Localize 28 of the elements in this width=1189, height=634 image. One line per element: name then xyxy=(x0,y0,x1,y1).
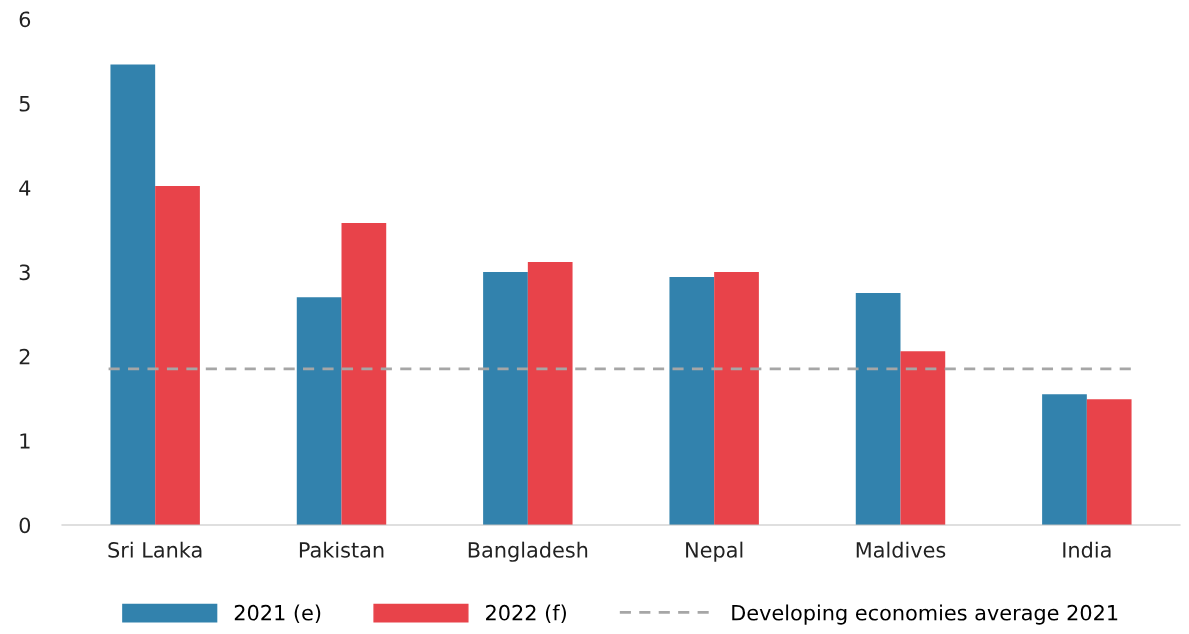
x-tick-label: Nepal xyxy=(686,541,743,562)
x-tick-label: Bangladesh xyxy=(468,541,588,562)
bar xyxy=(155,185,200,525)
x-tick-label: Pakistan xyxy=(299,541,384,558)
bar xyxy=(714,272,759,525)
y-tick-label: 1 xyxy=(20,433,30,449)
bar xyxy=(483,272,528,525)
x-tick-label: Sri Lanka xyxy=(108,541,202,558)
bar xyxy=(296,297,342,525)
y-tick-label: 6 xyxy=(19,11,31,28)
legend-label: 2021 (e) xyxy=(234,604,321,624)
y-tick-label: 5 xyxy=(19,96,30,112)
bar xyxy=(527,261,573,525)
bar xyxy=(900,351,946,525)
y-tick-label: 3 xyxy=(19,264,30,281)
x-tick-label: India xyxy=(1063,541,1111,558)
legend-label: 2022 (f) xyxy=(486,604,566,624)
bar xyxy=(1086,399,1132,525)
legend-label: Developing economies average 2021 xyxy=(732,604,1118,625)
x-tick-label: Maldives xyxy=(856,541,946,558)
bar xyxy=(341,223,387,525)
y-tick-label: 0 xyxy=(19,517,31,534)
bar xyxy=(1042,394,1087,525)
y-tick-label: 2 xyxy=(19,348,30,365)
bar xyxy=(855,293,901,525)
bar xyxy=(110,64,156,525)
bar xyxy=(669,277,715,525)
y-tick-label: 4 xyxy=(19,180,31,196)
